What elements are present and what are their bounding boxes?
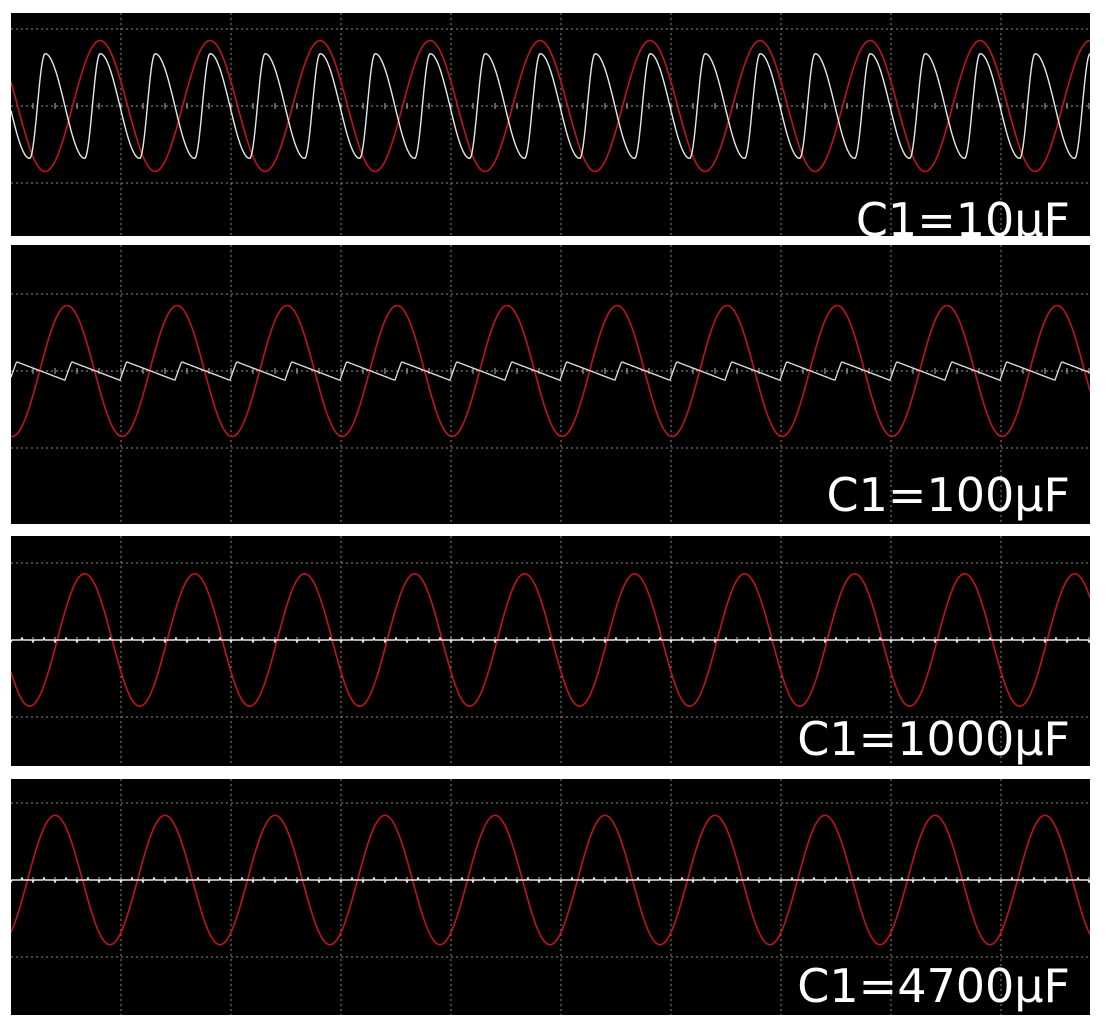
- trace-output-white: [11, 636, 1090, 644]
- capacitor-label: C1=4700μF: [797, 959, 1070, 1013]
- trace-output-white: [11, 52, 1090, 159]
- capacitor-label: C1=100μF: [826, 468, 1070, 522]
- trace-input-red: [11, 39, 1090, 173]
- trace-output-white: [11, 876, 1090, 884]
- scope-panel-10uf: C1=10μF: [11, 13, 1090, 236]
- trace-input-red: [11, 814, 1090, 946]
- scope-panel-100uf: C1=100μF: [11, 245, 1090, 524]
- scope-plot: [11, 245, 1090, 524]
- scope-plot: [11, 779, 1090, 1015]
- trace-input-red: [11, 573, 1090, 707]
- scope-panel-1000uf: C1=1000μF: [11, 536, 1090, 766]
- trace-output-white: [11, 361, 1090, 381]
- capacitor-label: C1=10μF: [855, 193, 1070, 236]
- scope-plot: [11, 536, 1090, 766]
- capacitor-label: C1=1000μF: [797, 712, 1070, 766]
- scope-plot: [11, 13, 1090, 236]
- scope-panel-4700uf: C1=4700μF: [11, 779, 1090, 1015]
- trace-input-red: [11, 304, 1090, 438]
